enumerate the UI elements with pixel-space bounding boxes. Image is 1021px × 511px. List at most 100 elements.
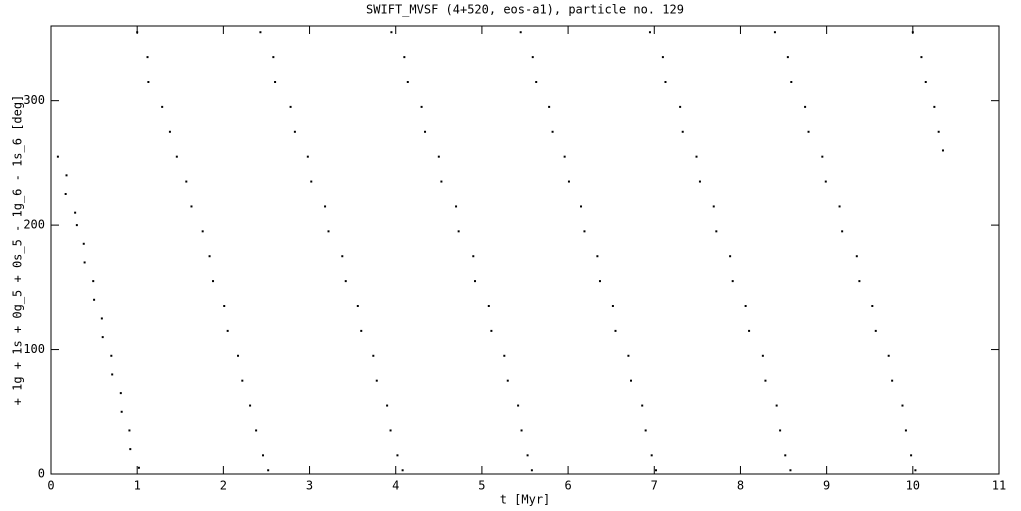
point [807, 130, 810, 133]
point [630, 379, 633, 382]
y-tick-label: 200 [23, 218, 45, 232]
point [472, 255, 475, 258]
point [212, 280, 215, 283]
point [904, 429, 907, 432]
point [874, 329, 877, 332]
point [120, 410, 123, 413]
point [804, 105, 807, 108]
point [679, 105, 682, 108]
point [249, 404, 252, 407]
point [503, 354, 506, 357]
point [306, 155, 309, 158]
x-tick-label: 6 [564, 479, 571, 493]
point [891, 379, 894, 382]
point [386, 404, 389, 407]
point [356, 305, 359, 307]
point [744, 305, 747, 307]
point [223, 305, 226, 307]
point [455, 205, 458, 208]
point [487, 305, 490, 307]
x-tick-label: 0 [47, 479, 54, 493]
point [74, 211, 77, 214]
point [914, 469, 917, 472]
point [289, 105, 292, 108]
point [437, 155, 440, 158]
point [208, 255, 211, 258]
point [111, 373, 114, 376]
x-tick-label: 2 [220, 479, 227, 493]
x-tick-label: 8 [737, 479, 744, 493]
point [185, 180, 188, 183]
point [789, 469, 792, 472]
point [535, 81, 538, 83]
point [824, 180, 827, 183]
x-tick-label: 9 [823, 479, 830, 493]
point [648, 31, 651, 34]
point [226, 329, 229, 332]
point [56, 155, 59, 158]
point [506, 379, 509, 382]
point [644, 429, 647, 432]
point [168, 130, 171, 133]
point [147, 81, 150, 83]
point [698, 180, 701, 183]
point [128, 429, 131, 432]
point [775, 404, 778, 407]
point [389, 429, 392, 432]
point [627, 354, 630, 357]
point [237, 354, 240, 357]
point [941, 149, 944, 152]
point [390, 31, 393, 34]
point [190, 205, 193, 208]
point [259, 31, 262, 34]
point [403, 56, 406, 59]
point [93, 298, 96, 301]
point [262, 454, 265, 457]
point [424, 130, 427, 133]
y-tick-label: 300 [23, 93, 45, 107]
point [372, 354, 375, 357]
point [526, 454, 529, 457]
point [375, 379, 378, 382]
point [64, 193, 67, 195]
point [293, 130, 296, 133]
point [327, 230, 330, 233]
point [401, 469, 404, 472]
point [858, 280, 861, 283]
point [396, 454, 399, 457]
point [519, 31, 522, 34]
point [887, 354, 890, 357]
point [520, 429, 523, 432]
point [911, 31, 914, 34]
point [596, 255, 599, 258]
point [664, 81, 667, 83]
plot-frame [50, 25, 1000, 475]
point [731, 280, 734, 283]
point [654, 469, 657, 472]
point [681, 130, 684, 133]
point [255, 429, 258, 432]
point [933, 105, 936, 108]
point [712, 205, 715, 208]
point [924, 81, 927, 83]
point [551, 130, 554, 133]
x-tick-label: 1 [134, 479, 141, 493]
point [715, 230, 718, 233]
point [324, 205, 327, 208]
point [440, 180, 443, 183]
point [137, 466, 140, 469]
point [580, 205, 583, 208]
point [650, 454, 653, 457]
point [729, 255, 732, 258]
point [175, 155, 178, 158]
point [517, 404, 520, 407]
point [641, 404, 644, 407]
x-tick-label: 11 [992, 479, 1006, 493]
point [784, 454, 787, 457]
point [598, 280, 601, 283]
point [100, 317, 103, 320]
point [310, 180, 313, 183]
chart-title: SWIFT_MVSF (4+520, eos-a1), particle no.… [366, 3, 684, 17]
point [65, 174, 68, 177]
